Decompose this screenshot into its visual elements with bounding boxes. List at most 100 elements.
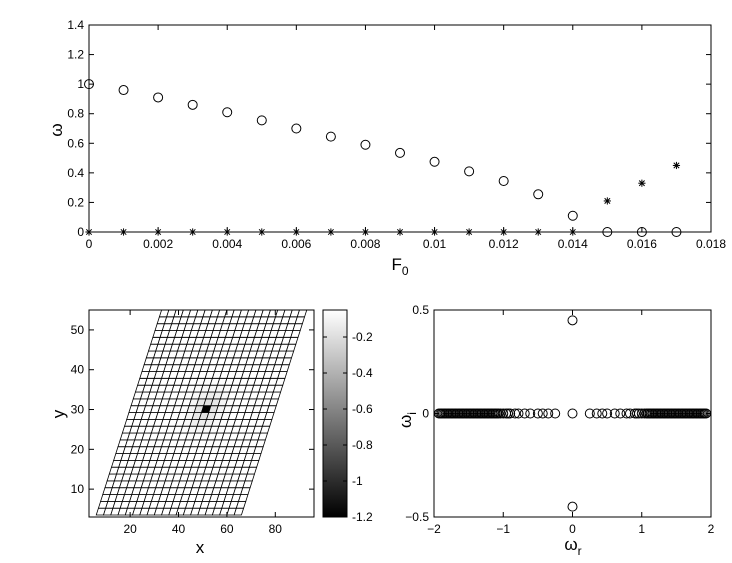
heatmap-ticks: 20 40 60 80 10 20 30 40 50	[71, 310, 314, 536]
eigenvalue-point	[505, 408, 516, 419]
eigenvalue-point	[513, 408, 524, 419]
eigenvalue-point	[591, 408, 602, 419]
heatmap-ytick-label: 40	[71, 363, 85, 377]
eigenvalue-point	[602, 408, 613, 419]
top-chart-xtick-label: 0.016	[627, 237, 657, 251]
star-point	[189, 228, 197, 236]
heatmap-xtick-label: 20	[123, 522, 137, 536]
top-chart-xtick-label: 0.01	[423, 237, 447, 251]
colorbar-tick-label: -1.2	[352, 510, 373, 524]
circle-point	[153, 92, 164, 103]
colorbar-tick-label: -0.8	[352, 438, 373, 452]
star-point	[361, 228, 370, 236]
eigenvalue-xtick-label: 1	[638, 522, 645, 536]
star-point	[638, 179, 646, 187]
top-chart-xtick-label: 0.006	[281, 237, 311, 251]
eigenvalue-xtick-label: −1	[496, 522, 510, 536]
circle-point	[84, 79, 94, 90]
star-point	[569, 228, 577, 236]
eigenvalue-point	[537, 408, 548, 419]
top-chart-ytick-label: 0.2	[67, 195, 84, 209]
circle-point	[429, 156, 440, 167]
eigenvalue-ytick-label: 0	[422, 407, 429, 421]
eigenvalue-point	[597, 408, 608, 419]
heatmap-grid	[95, 309, 308, 516]
star-point	[500, 228, 508, 236]
circle-point	[118, 85, 129, 96]
top-chart: 0 0.002 0.004 0.006 0.008 0.01 0.012 0.014 0.016…	[47, 18, 726, 278]
heatmap-xtick-label: 40	[172, 522, 186, 536]
top-chart-ytick-label: 0.6	[67, 136, 84, 150]
star-point	[603, 197, 611, 205]
eigenvalue-xtick-label: 0	[569, 522, 576, 536]
top-chart-xtick-label: 0.004	[212, 237, 242, 251]
colorbar-ticks: -0.2 -0.4 -0.6 -0.8 -1 -1.2	[323, 330, 373, 524]
top-chart-xtick-label: 0.002	[143, 237, 173, 251]
circle-point	[291, 123, 302, 134]
star-point	[672, 161, 681, 170]
top-chart-ticks: 0 0.002 0.004 0.006 0.008 0.01 0.012 0.014 0.016…	[67, 18, 726, 251]
top-chart-ytick-label: 1	[77, 77, 84, 91]
eigenvalue-point	[567, 501, 578, 512]
top-chart-ytick-label: 0.4	[67, 166, 84, 180]
eigenvalue-point	[615, 408, 626, 419]
eigenvalue-xlabel: ωr	[564, 535, 581, 558]
top-chart-ytick-label: 0	[77, 225, 84, 239]
circle-point	[256, 115, 267, 126]
circle-point	[567, 210, 578, 221]
eigenvalue-ylabel: ωi	[396, 412, 419, 428]
star-point	[119, 228, 128, 236]
star-point	[534, 228, 542, 236]
eigenvalue-point	[567, 408, 578, 419]
circle-point	[533, 189, 544, 200]
colorbar-tick-label: -0.4	[352, 366, 373, 380]
eigenvalue-point	[584, 408, 595, 419]
eigenvalue-ytick-label: −0.5	[405, 510, 429, 524]
heatmap-ytick-label: 20	[71, 442, 85, 456]
circle-point	[187, 99, 198, 110]
eigenvalue-point	[567, 315, 578, 326]
star-point	[154, 228, 162, 236]
heatmap-xtick-label: 80	[269, 522, 283, 536]
top-chart-xtick-label: 0.014	[558, 237, 588, 251]
eigenvalue-xtick-label: 2	[708, 522, 715, 536]
eigenvalue-point	[701, 408, 712, 419]
circle-point	[602, 227, 613, 237]
circle-point	[222, 107, 233, 118]
eigenvalue-point	[543, 408, 554, 419]
eigenvalue-point	[495, 408, 506, 419]
star-point	[327, 228, 335, 236]
top-chart-xtick-label: 0.018	[696, 237, 726, 251]
top-chart-ytick-label: 1.4	[67, 18, 84, 32]
eigenvalue-point	[550, 408, 561, 419]
top-chart-xtick-label: 0	[86, 237, 93, 251]
top-chart-ylabel: ω	[47, 123, 66, 136]
circle-point	[464, 166, 475, 177]
eigenvalue-chart: −2 −1 0 1 2 −0.5 0 0.5 ωr ωi	[396, 303, 715, 558]
circle-point	[325, 131, 336, 142]
heatmap-ylabel: y	[49, 409, 68, 418]
eigenvalue-point	[519, 408, 530, 419]
heatmap-frame	[88, 309, 315, 518]
heatmap-xtick-label: 60	[220, 522, 234, 536]
star-point	[396, 228, 404, 236]
star-point	[85, 228, 93, 236]
top-chart-ytick-label: 0.8	[67, 107, 84, 121]
star-point	[465, 228, 473, 236]
heatmap-xlabel: x	[196, 538, 205, 557]
top-chart-ytick-label: 1.2	[67, 48, 84, 62]
star-point	[292, 228, 300, 236]
top-chart-xlabel: F0	[391, 255, 408, 278]
circle-point	[498, 175, 509, 186]
star-point	[223, 228, 231, 236]
colorbar	[322, 309, 348, 518]
heatmap-ytick-label: 10	[71, 482, 85, 496]
top-chart-xtick-label: 0.008	[350, 237, 380, 251]
top-chart-marks	[84, 79, 682, 237]
circle-point	[395, 147, 405, 158]
colorbar-tick-label: -1	[352, 474, 363, 488]
star-point	[258, 228, 266, 236]
eigenvalue-xtick-label: −2	[427, 522, 441, 536]
